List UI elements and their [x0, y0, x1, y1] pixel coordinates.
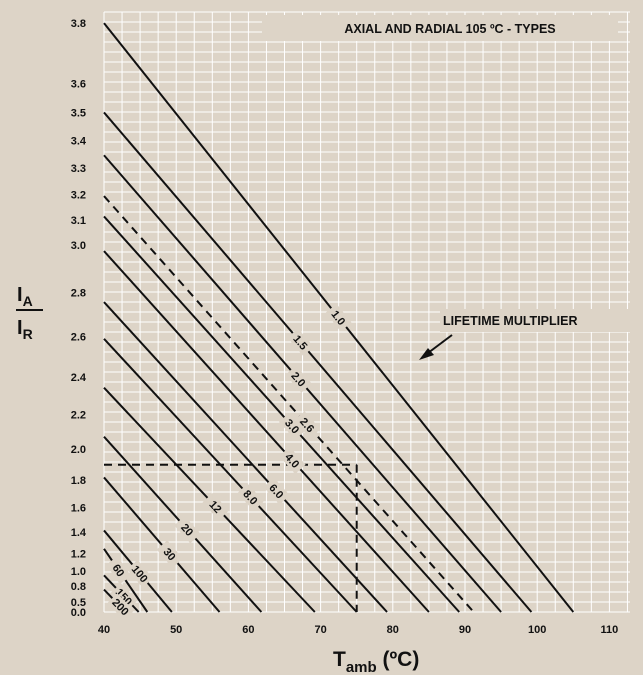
curve-label-background	[156, 540, 183, 568]
chart-title: AXIAL AND RADIAL 105 ºC - TYPES	[344, 22, 555, 36]
curve-60	[103, 548, 149, 613]
x-tick-label: 50	[170, 624, 182, 636]
curve-label-background	[285, 365, 312, 393]
x-tick-label: 90	[459, 624, 471, 636]
y-tick-label: 1.2	[71, 548, 86, 560]
curve-label-background	[106, 556, 132, 585]
curve-4-0	[103, 250, 430, 613]
title-background	[262, 15, 618, 41]
curve-label-background	[287, 328, 314, 356]
annotation-arrow-head	[419, 348, 434, 360]
curve-label-background	[279, 446, 306, 475]
y-tick-label: 3.5	[71, 107, 86, 119]
y-tick-label: 3.2	[71, 189, 86, 201]
y-tick-label: 3.3	[71, 163, 86, 175]
y-label-denominator: I	[17, 317, 23, 339]
y-tick-label: 3.6	[71, 78, 86, 90]
y-tick-label: 2.8	[71, 287, 86, 299]
curve-label-text: 60	[109, 562, 126, 579]
x-tick-label: 40	[98, 624, 110, 636]
x-tick-label: 80	[387, 624, 399, 636]
curve-label-background	[126, 559, 154, 588]
y-tick-labels: 0.00.5 0.8 1.0 1.2 1.4 1.6 1.8 2.0 2.2 2.4 2.6 2.8 3…	[71, 18, 87, 619]
curve-2-6	[103, 195, 475, 613]
y-tick-label: 0.8	[71, 581, 86, 593]
svg-text:IA: IA	[17, 284, 33, 309]
grid	[103, 11, 630, 613]
x-tick-label: 100	[528, 624, 546, 636]
y-tick-label: 1.0	[71, 566, 86, 578]
x-label-sub: amb	[346, 659, 377, 675]
y-tick-label: 2.4	[71, 372, 87, 384]
curve-label-background	[110, 583, 138, 611]
y-tick-label: 1.4	[71, 527, 87, 539]
curve-30	[103, 476, 221, 613]
annotation-background	[440, 309, 643, 332]
y-tick-label: 3.8	[71, 18, 86, 30]
curve-label-background	[294, 411, 321, 439]
y-tick-label: 1.8	[71, 475, 86, 487]
x-label-main: T	[333, 648, 346, 671]
y-label-numerator: I	[17, 284, 23, 306]
y-label-denominator-sub: R	[23, 326, 33, 342]
y-tick-label: 3.4	[71, 136, 87, 148]
y-tick-label: 1.6	[71, 503, 86, 515]
y-tick-label: 3.1	[71, 215, 86, 227]
x-tick-label: 60	[242, 624, 254, 636]
curve-label-background	[237, 483, 264, 511]
y-tick-label: 0.5	[71, 597, 86, 609]
curve-8-0	[103, 338, 358, 613]
curve-label-background	[107, 593, 135, 621]
x-tick-label: 70	[314, 624, 326, 636]
curve-1-5	[103, 111, 533, 613]
y-tick-label: 3.0	[71, 240, 86, 252]
curve-label-background	[279, 412, 306, 440]
curve-label-background	[174, 515, 201, 544]
x-label-suffix: (ºC)	[377, 648, 420, 671]
y-tick-label: 2.2	[71, 410, 86, 422]
curve-6-0	[103, 301, 388, 613]
x-tick-labels: 40 50 60 70 80 90 100 110	[98, 624, 618, 636]
curve-3-0	[103, 215, 460, 613]
svg-text:IR: IR	[17, 317, 33, 342]
x-axis-label: Tamb (ºC)	[333, 648, 419, 675]
y-label-numerator-sub: A	[23, 293, 33, 309]
x-tick-label: 110	[601, 624, 619, 636]
y-axis-label: IA IR	[16, 284, 43, 342]
y-tick-label: 0.0	[71, 607, 86, 619]
curve-label-background	[263, 477, 290, 505]
lifetime-multiplier-annotation: LIFETIME MULTIPLIER	[443, 314, 577, 328]
curve-label-1-0: 1.0	[325, 303, 352, 332]
y-tick-label: 2.6	[71, 331, 86, 343]
reference-lines	[104, 463, 358, 612]
curve-label-background	[202, 493, 230, 521]
curve-label-60: 60	[106, 556, 132, 585]
curve-label-background	[325, 303, 352, 332]
y-tick-label: 2.0	[71, 444, 86, 456]
